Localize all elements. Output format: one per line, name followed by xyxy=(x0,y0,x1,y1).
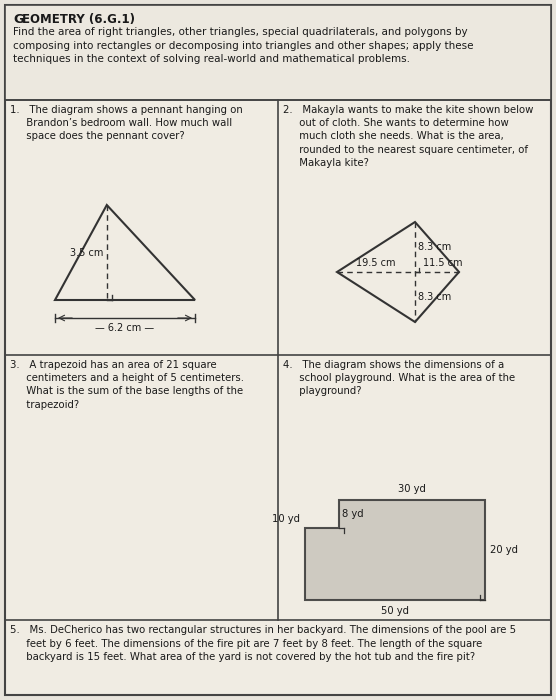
Text: — 6.2 cm —: — 6.2 cm — xyxy=(96,323,155,333)
Text: 3.5 cm: 3.5 cm xyxy=(71,248,104,258)
Text: 3.   A trapezoid has an area of 21 square
     centimeters and a height of 5 cen: 3. A trapezoid has an area of 21 square … xyxy=(10,360,244,410)
Text: G: G xyxy=(13,13,24,26)
Bar xyxy=(5,5,551,100)
Text: 11.5 cm: 11.5 cm xyxy=(423,258,463,268)
Text: 2.   Makayla wants to make the kite shown below
     out of cloth. She wants to : 2. Makayla wants to make the kite shown … xyxy=(283,105,533,168)
Text: 8.3 cm: 8.3 cm xyxy=(418,292,451,302)
Text: EOMETRY (6.G.1): EOMETRY (6.G.1) xyxy=(22,13,135,26)
Text: 4.   The diagram shows the dimensions of a
     school playground. What is the a: 4. The diagram shows the dimensions of a… xyxy=(283,360,515,396)
Text: 30 yd: 30 yd xyxy=(398,484,426,494)
Text: Find the area of right triangles, other triangles, special quadrilaterals, and p: Find the area of right triangles, other … xyxy=(13,27,474,64)
Text: 8.3 cm: 8.3 cm xyxy=(418,242,451,252)
Text: 20 yd: 20 yd xyxy=(490,545,518,555)
Text: 10 yd: 10 yd xyxy=(272,514,300,524)
Text: 8 yd: 8 yd xyxy=(342,509,364,519)
Text: 1.   The diagram shows a pennant hanging on
     Brandon’s bedroom wall. How muc: 1. The diagram shows a pennant hanging o… xyxy=(10,105,243,141)
Text: 5.   Ms. DeCherico has two rectangular structures in her backyard. The dimension: 5. Ms. DeCherico has two rectangular str… xyxy=(10,625,516,662)
Text: 50 yd: 50 yd xyxy=(381,606,409,616)
Polygon shape xyxy=(305,500,485,600)
Text: 19.5 cm: 19.5 cm xyxy=(356,258,396,268)
